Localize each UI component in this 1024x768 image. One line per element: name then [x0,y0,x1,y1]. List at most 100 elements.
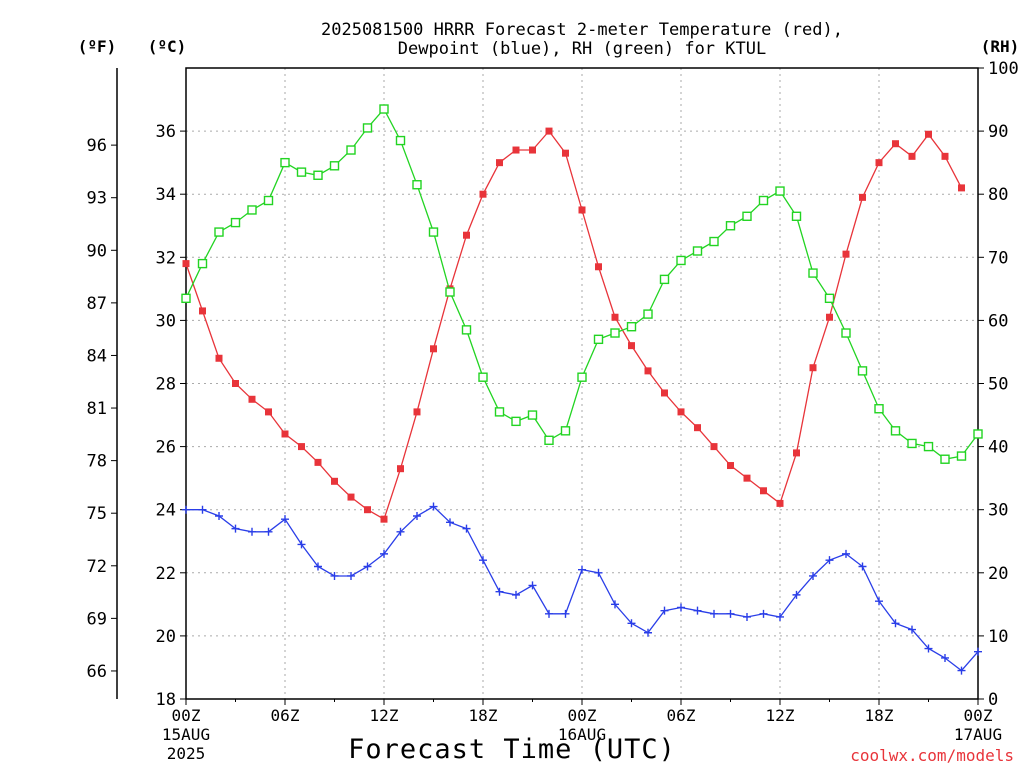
rh-point [428,227,439,237]
dewpoint-point [264,527,273,536]
rh-point [577,372,587,382]
rh-point [362,123,373,133]
dewpoint-point [512,590,520,599]
x-tick-label: 06Z [667,706,696,725]
dewpoint-point [215,512,223,521]
temperature-point [941,152,949,160]
rh-tick-label: 90 [988,122,1008,142]
x-tick-label: 00Z [172,706,201,725]
rh-point [346,145,356,155]
fahrenheit-tick-label: 93 [87,189,107,209]
rh-point [181,293,191,304]
celsius-tick-label: 32 [156,248,176,268]
dewpoint-point [858,562,867,571]
rh-point [263,195,274,206]
rh-point [280,157,290,168]
celsius-tick-label: 34 [156,185,176,205]
celsius-tick-label: 22 [156,564,176,584]
rh-point [956,451,967,461]
rh-point [247,205,257,215]
rh-point [973,429,983,439]
rh-point [610,328,620,338]
dewpoint-point [297,540,306,549]
x-tick-label: 12Z [766,706,795,725]
temperature-point [512,146,520,154]
rh-point [197,258,208,269]
rh-point [725,221,736,231]
celsius-tick-label: 28 [156,375,176,395]
rh-point [296,167,307,177]
temperature-point [562,149,569,157]
rh-point [461,325,472,335]
x-tick-label: 00Z [568,706,597,725]
dewpoint-point [314,562,322,571]
rh-tick-label: 50 [988,375,1008,395]
fahrenheit-tick-label: 90 [87,241,107,261]
grid [186,68,978,699]
temperature-point [496,159,503,167]
chart-title-line-1: 2025081500 HRRR Forecast 2-meter Tempera… [321,20,843,40]
dewpoint-point [611,600,619,609]
celsius-tick-label: 24 [156,501,176,521]
temperature-point [331,477,338,485]
dewpoint-point [842,549,850,558]
dewpoint-point [627,619,636,628]
rh-point [445,287,455,297]
dewpoint-point [974,647,982,656]
rh-point [494,407,505,417]
fahrenheit-tick-label: 66 [87,662,107,682]
temperature-point [380,515,388,523]
dewpoint-point [545,609,553,618]
rh-point [940,454,950,464]
x-year-label: 2025 [167,744,206,763]
x-axis-title: Forecast Time (UTC) [348,734,676,765]
dewpoint-point [248,527,256,536]
rh-point [874,404,884,414]
dewpoint-point [198,505,207,514]
temperature-point [743,474,751,482]
temperature-point [182,260,190,268]
x-date-label: 16AUG [558,725,606,744]
dewpoint-point [677,603,685,612]
dewpoint-point [908,625,916,634]
fahrenheit-tick-label: 84 [87,346,107,366]
dewpoint-point [693,606,702,615]
temperature-point [265,408,272,416]
dewpoint-point [446,518,454,527]
rh-point [544,435,554,445]
rh-point [626,322,637,332]
rh-tick-label: 60 [988,311,1008,331]
dewpoint-point [809,571,817,580]
rh-point [379,104,389,114]
dewpoint-point [924,644,933,653]
temperature-point [215,354,223,362]
rh-point [511,416,521,427]
celsius-tick-label: 26 [156,438,176,458]
x-tick-label: 00Z [964,706,993,725]
dewpoint-point [380,549,388,558]
rh-point [395,135,406,146]
dewpoint-point [710,609,718,618]
rh-point [560,426,571,436]
temperature-point [908,152,916,160]
dewpoint-point [957,666,966,675]
dewpoint-point [462,524,471,533]
dewpoint-point [561,609,570,618]
fahrenheit-tick-label: 75 [87,504,107,524]
dewpoint-point [347,571,355,580]
dewpoint-point [776,612,784,621]
temperature-point [347,493,355,501]
fahrenheit-tick-label: 78 [87,452,107,472]
rh-point [709,236,719,247]
fahrenheit-tick-label: 69 [87,609,107,629]
temperature-point [644,367,652,375]
fahrenheit-axis-label: (ºF) [78,37,117,56]
rh-tick-label: 100 [988,59,1019,79]
rh-point [412,180,422,190]
temperature-point [314,458,322,466]
rh-point [890,426,901,436]
dewpoint-point [528,581,537,590]
dewpoint-point [792,590,801,599]
